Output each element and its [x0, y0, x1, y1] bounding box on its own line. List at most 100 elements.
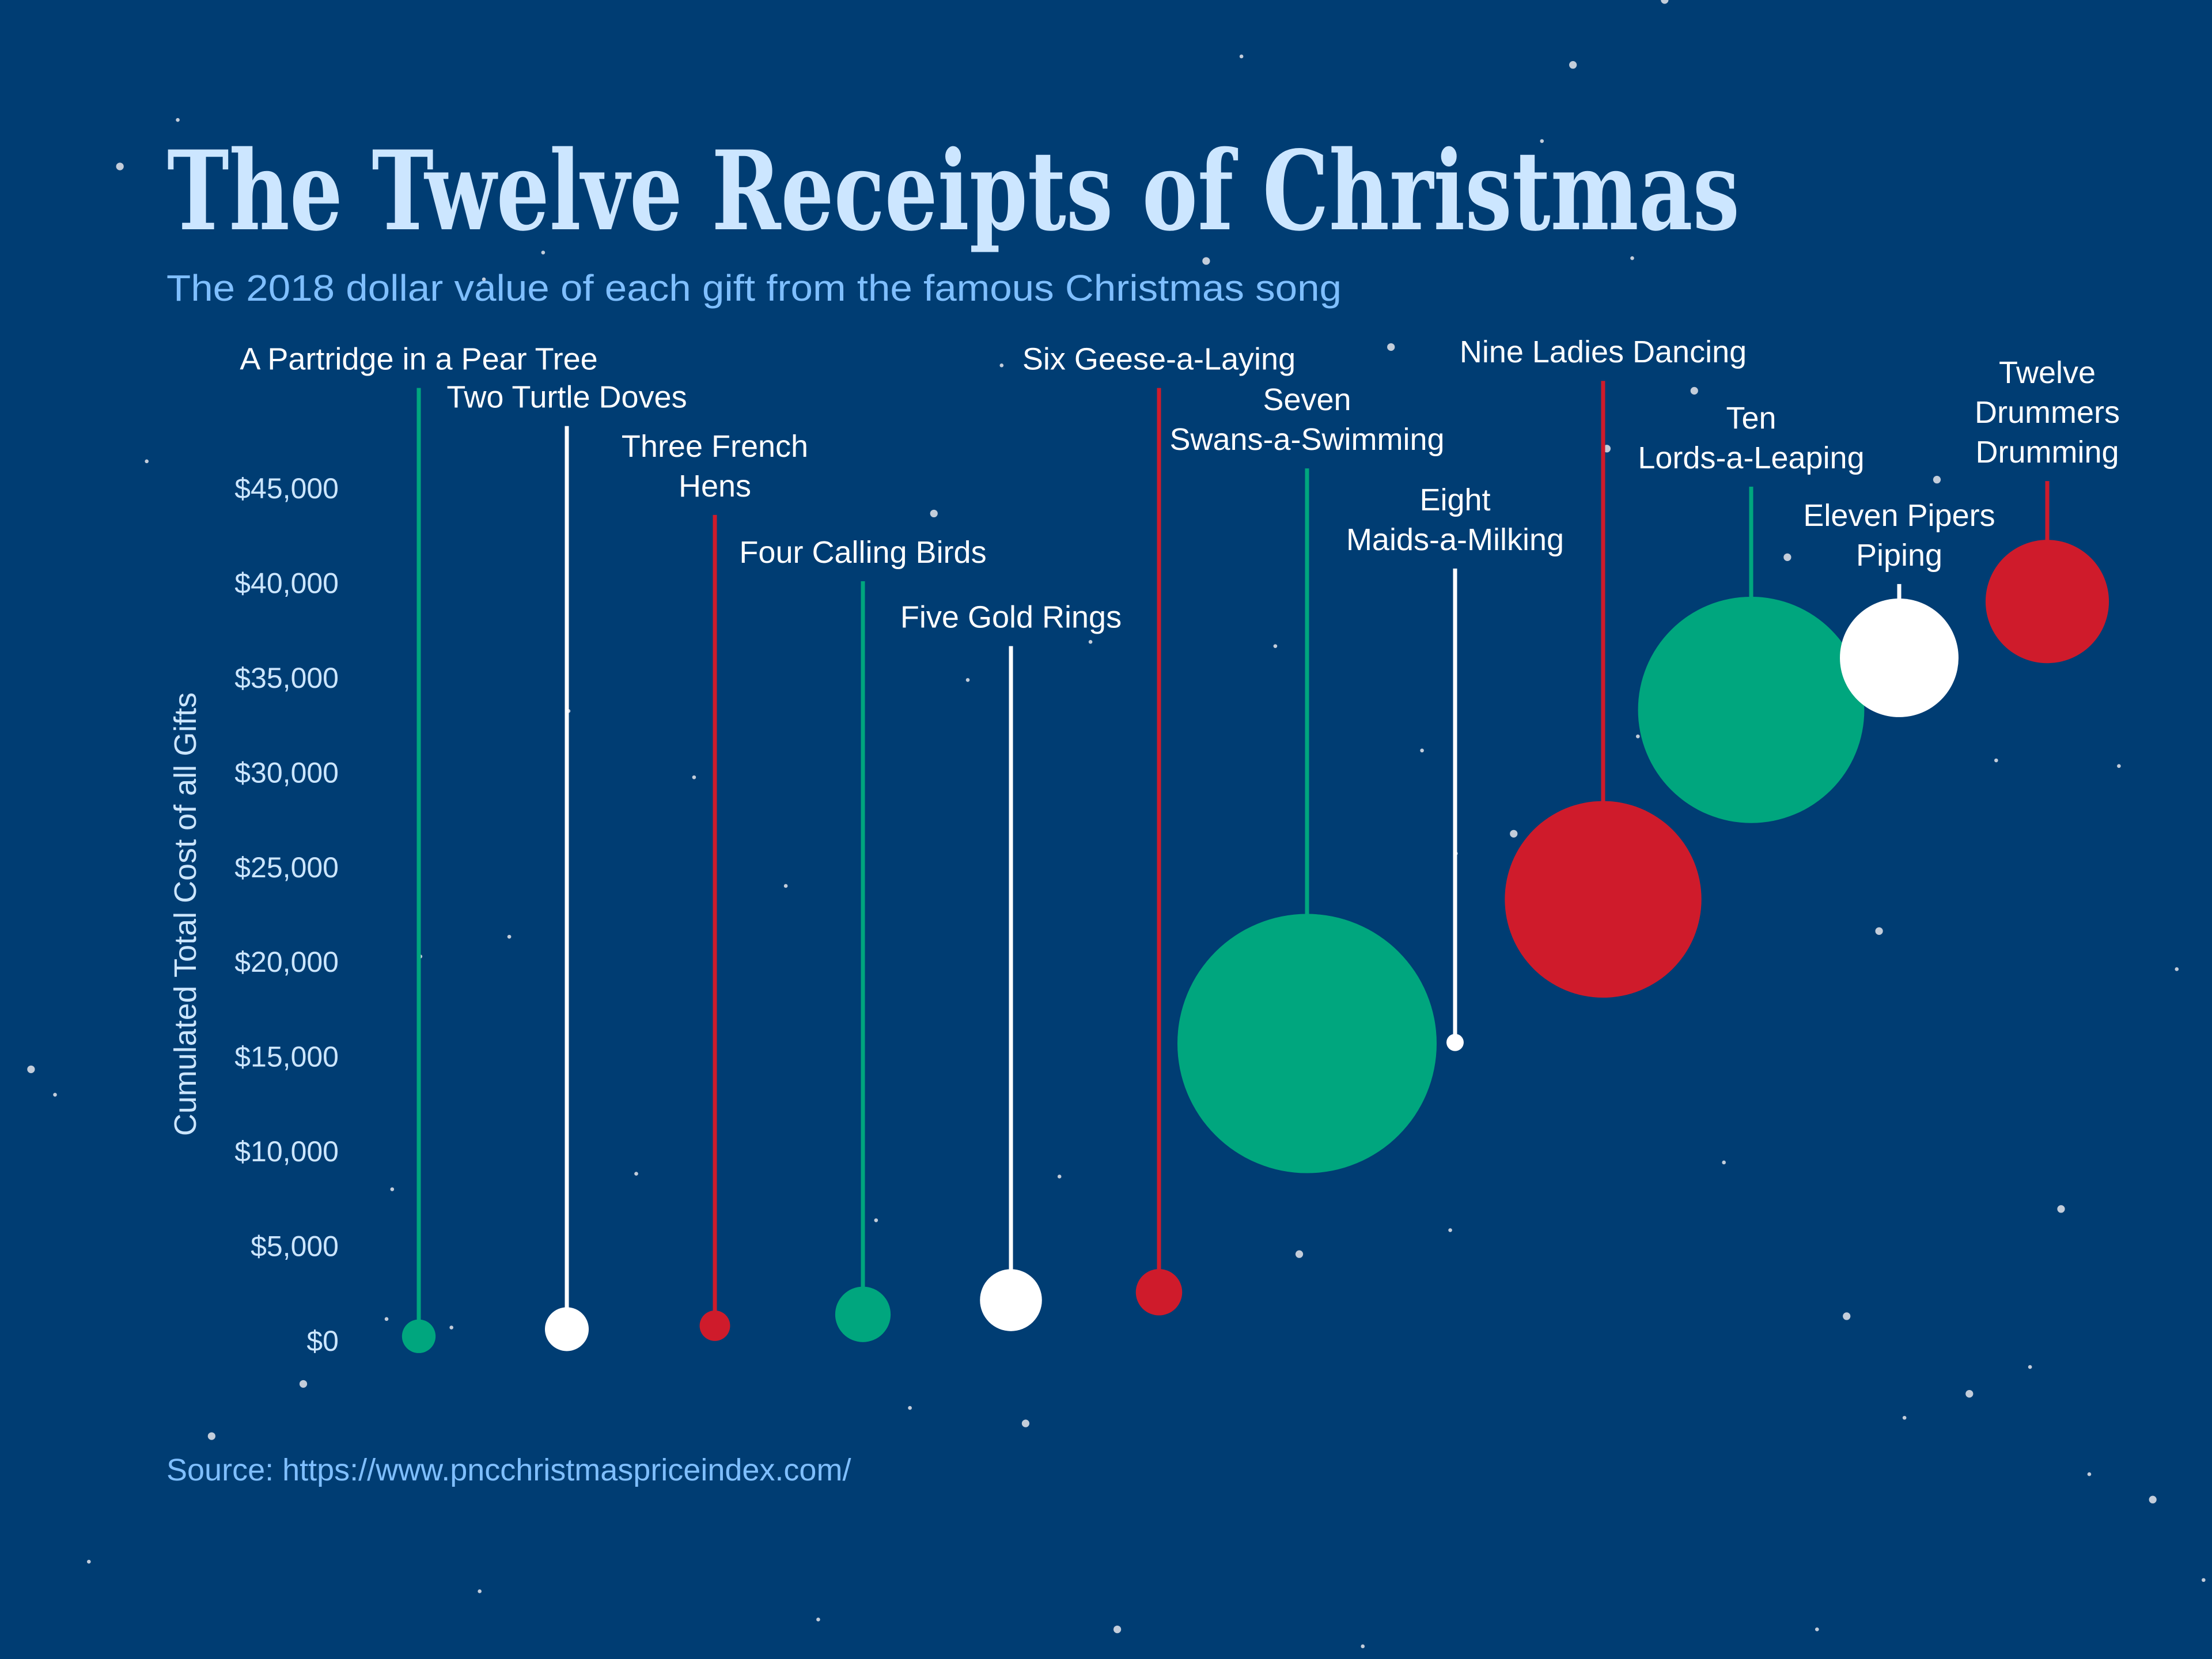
gift-point: Eight Maids-a-Milking — [1346, 483, 1564, 1051]
gift-point: Twelve Drummers Drumming — [1975, 355, 2120, 664]
bubble — [1985, 540, 2109, 664]
y-tick-label: $5,000 — [251, 1230, 339, 1263]
gift-label: Swans-a-Swimming — [1169, 422, 1444, 457]
snow-dot — [1933, 476, 1941, 484]
gift-label: Eight — [1419, 483, 1490, 517]
snow-dot — [116, 162, 124, 171]
gift-label: Five Gold Rings — [900, 600, 1122, 635]
bubble — [699, 1310, 730, 1341]
snow-dot — [816, 1618, 820, 1622]
snow-dot — [86, 1559, 91, 1564]
snow-dot — [1295, 1250, 1304, 1258]
y-tick-label: $30,000 — [234, 756, 339, 789]
snow-dot — [1902, 1415, 1907, 1420]
bubble — [835, 1286, 891, 1342]
snow-dot — [965, 678, 970, 682]
snow-dot — [1420, 748, 1424, 753]
gift-label: Piping — [1856, 538, 1942, 573]
snow-dot — [2087, 1472, 2092, 1476]
gift-label: Nine Ladies Dancing — [1460, 335, 1747, 369]
gift-point: Six Geese-a-Laying — [1022, 342, 1296, 1316]
snow-dot — [2149, 1495, 2157, 1503]
snow-dot — [1202, 257, 1210, 265]
y-tick-label: $45,000 — [234, 472, 339, 505]
snow-dot — [2117, 764, 2121, 768]
bubble — [1505, 801, 1702, 998]
snow-dot — [1510, 830, 1518, 838]
snow-dot — [390, 1187, 395, 1191]
bubbles: A Partridge in a Pear Tree Two Turtle Dov… — [240, 335, 2120, 1353]
snow-dot — [1843, 1312, 1851, 1320]
snow-dot — [908, 1406, 912, 1410]
bubble — [980, 1269, 1042, 1331]
snow-dot — [449, 1325, 453, 1330]
snow-dot — [2028, 1365, 2032, 1369]
bubble — [544, 1307, 589, 1351]
bubble — [1446, 1033, 1464, 1051]
y-tick-label: $10,000 — [234, 1135, 339, 1168]
gift-label: Drumming — [1975, 435, 2119, 469]
snow-dot — [384, 1317, 389, 1321]
chart-title: The Twelve Receipts of Christmas — [167, 127, 1740, 255]
gift-point: Eleven Pipers Piping — [1803, 498, 1995, 717]
y-tick-label: $0 — [306, 1325, 339, 1357]
gift-point: Two Turtle Doves — [446, 380, 687, 1351]
snow-dot — [299, 1380, 308, 1388]
snow-dot — [1021, 1419, 1030, 1427]
gift-point: Nine Ladies Dancing — [1460, 335, 1747, 998]
snow-dot — [692, 775, 696, 779]
snow-dot — [999, 363, 1004, 368]
snow-dot — [783, 884, 788, 888]
snow-dot — [634, 1172, 638, 1176]
y-tick-label: $15,000 — [234, 1041, 339, 1073]
snow-dot — [1113, 1625, 1122, 1634]
gift-label: Three French — [622, 429, 808, 464]
snow-dot — [1273, 644, 1278, 648]
snow-dot — [1387, 343, 1395, 351]
snow-dot — [1994, 758, 1998, 763]
snow-dot — [1661, 0, 1669, 4]
gift-point: Five Gold Rings — [900, 600, 1122, 1331]
snow-dot — [541, 251, 546, 255]
gift-point: Three French Hens — [622, 429, 808, 1341]
gift-label: Twelve — [1999, 355, 2096, 390]
gift-point: Ten Lords-a-Leaping — [1638, 401, 1865, 823]
snow-dot — [1635, 734, 1640, 738]
gift-point: A Partridge in a Pear Tree — [240, 342, 598, 1353]
snow-dot — [2202, 1578, 2206, 1582]
y-tick-label: $20,000 — [234, 946, 339, 978]
gift-label: Hens — [679, 469, 751, 503]
gift-label: Two Turtle Doves — [446, 380, 687, 415]
gift-label: Four Calling Birds — [739, 535, 986, 570]
snow-dot — [1088, 639, 1093, 644]
bubble — [1177, 914, 1437, 1173]
snow-dot — [145, 459, 149, 464]
gift-label: Maids-a-Milking — [1346, 522, 1564, 557]
snow-dot — [482, 277, 486, 282]
snow-dot — [1448, 1228, 1452, 1232]
snow-dot — [53, 1093, 57, 1097]
snow-dot — [176, 118, 180, 122]
snow-dot — [930, 509, 938, 518]
gift-label: Drummers — [1975, 395, 2120, 430]
bubble — [1638, 596, 1865, 823]
snow-dot — [1569, 61, 1577, 69]
source-note: Source: https://www.pncchristmaspriceind… — [166, 1453, 851, 1487]
gift-label: Eleven Pipers — [1803, 498, 1995, 533]
snow-dot — [1540, 139, 1544, 143]
y-axis-label: Cumulated Total Cost of all Gifts — [168, 692, 203, 1136]
snow-dot — [507, 934, 512, 939]
snow-dot — [1875, 927, 1883, 935]
gift-label: Seven — [1263, 382, 1351, 417]
snow-dot — [2175, 967, 2179, 971]
snow-dot — [478, 1589, 482, 1593]
snow-dot — [1239, 54, 1244, 59]
snow-dot — [207, 1432, 215, 1440]
snow-dot — [1783, 553, 1791, 561]
bubble — [1135, 1268, 1183, 1316]
snow-dot — [1057, 1175, 1062, 1179]
y-tick-label: $25,000 — [234, 851, 339, 884]
snow-dot — [1722, 1160, 1726, 1165]
